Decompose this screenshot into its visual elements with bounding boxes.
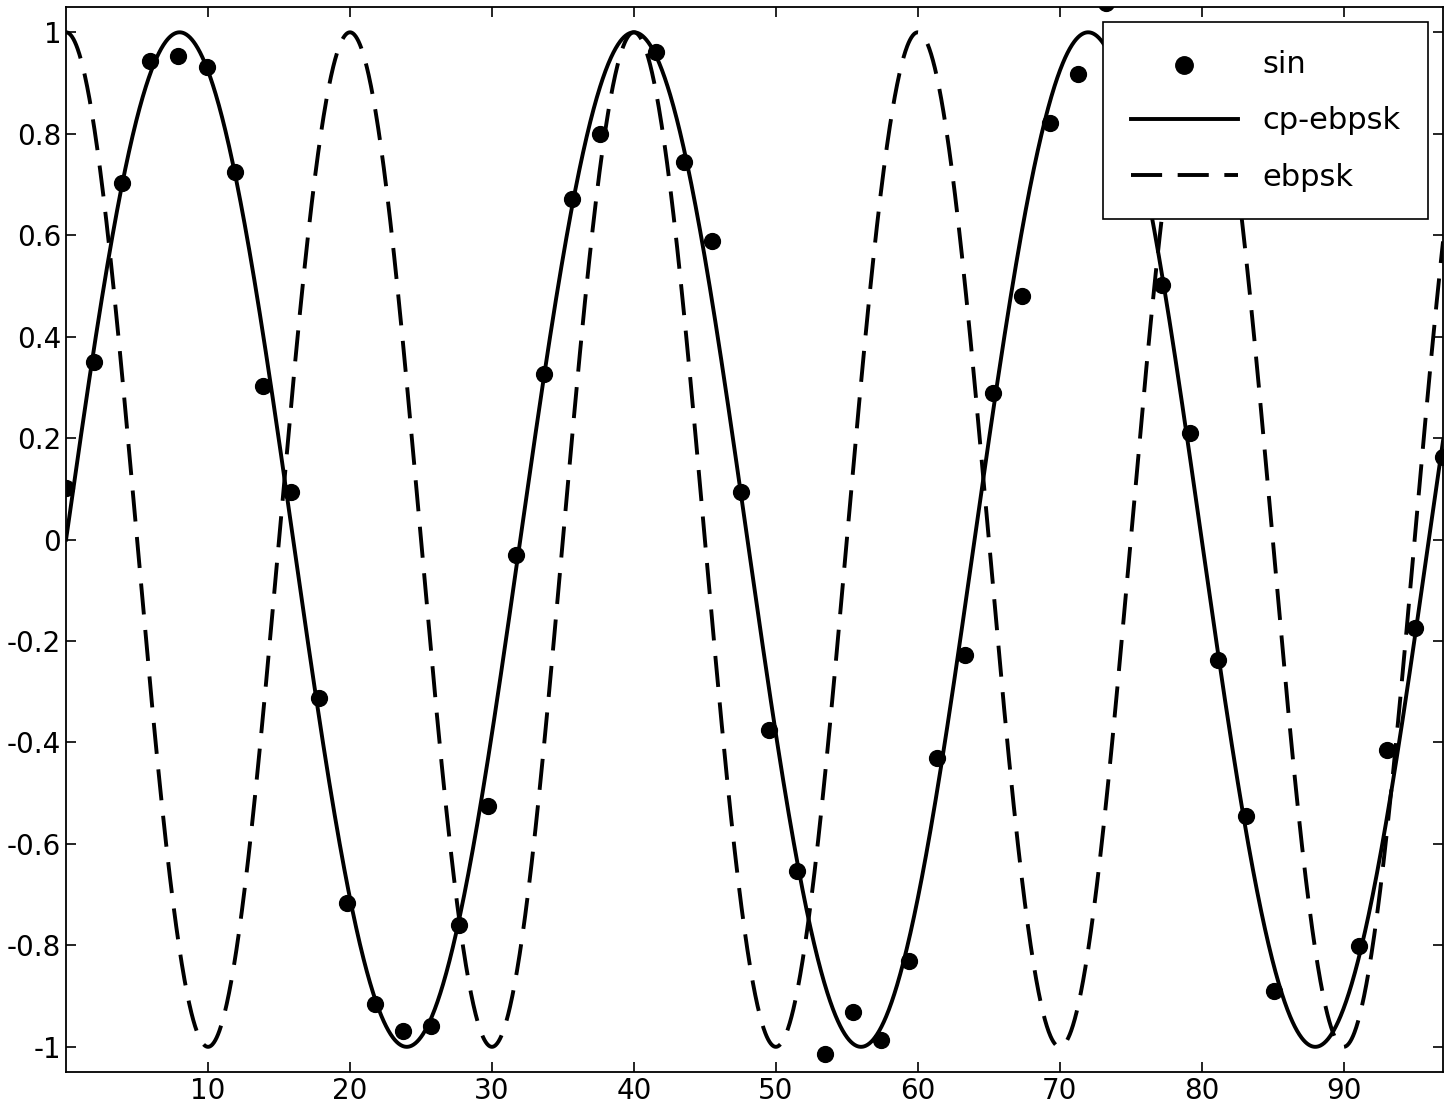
ebpsk — [1408, 513, 1425, 526]
sin — [1404, 619, 1427, 637]
cp-ebpsk — [399, 1040, 416, 1053]
sin — [757, 721, 780, 738]
ebpsk — [586, 210, 603, 224]
sin — [560, 190, 583, 208]
sin — [729, 484, 753, 502]
sin — [223, 163, 246, 181]
sin — [364, 995, 387, 1013]
sin — [1290, 1082, 1314, 1100]
sin — [505, 546, 528, 564]
cp-ebpsk — [586, 99, 603, 112]
Legend: sin, cp-ebpsk, ebpsk: sin, cp-ebpsk, ebpsk — [1103, 22, 1428, 219]
ebpsk — [1260, 481, 1277, 495]
sin — [280, 484, 303, 502]
cp-ebpsk — [58, 533, 75, 546]
sin — [982, 384, 1005, 401]
sin — [784, 863, 808, 881]
sin — [645, 42, 668, 60]
cp-ebpsk — [1434, 434, 1450, 447]
ebpsk — [58, 26, 75, 39]
sin — [1263, 982, 1286, 1000]
sin — [83, 353, 106, 370]
sin — [1235, 807, 1259, 825]
sin — [700, 232, 724, 250]
ebpsk — [215, 1012, 232, 1025]
sin — [1095, 0, 1118, 12]
sin — [589, 125, 612, 142]
sin — [532, 365, 555, 383]
sin — [55, 479, 78, 497]
cp-ebpsk — [1260, 937, 1277, 951]
ebpsk — [767, 1040, 784, 1053]
sin — [1320, 1081, 1343, 1099]
sin — [1375, 741, 1398, 758]
sin — [392, 1022, 415, 1040]
sin — [1122, 68, 1146, 86]
cp-ebpsk — [215, 115, 232, 128]
sin — [1150, 276, 1173, 294]
sin — [1431, 448, 1450, 466]
cp-ebpsk — [1408, 616, 1425, 629]
sin — [898, 952, 921, 970]
cp-ebpsk — [645, 46, 663, 59]
Line: ebpsk: ebpsk — [67, 32, 1443, 1046]
ebpsk — [645, 73, 663, 87]
ebpsk — [1434, 235, 1450, 248]
cp-ebpsk — [296, 614, 313, 627]
sin — [813, 1045, 837, 1063]
sin — [1206, 651, 1230, 668]
sin — [420, 1016, 444, 1034]
sin — [251, 377, 274, 395]
cp-ebpsk — [1079, 26, 1096, 39]
sin — [1179, 424, 1202, 441]
sin — [925, 748, 948, 766]
Line: cp-ebpsk: cp-ebpsk — [67, 32, 1443, 1046]
sin — [448, 916, 471, 934]
sin — [307, 689, 331, 707]
sin — [1066, 66, 1089, 83]
sin — [954, 646, 977, 664]
ebpsk — [296, 259, 313, 272]
sin — [673, 153, 696, 171]
sin — [167, 48, 190, 66]
sin — [110, 173, 133, 191]
sin — [139, 52, 162, 70]
sin — [1009, 287, 1032, 305]
sin — [1038, 113, 1061, 131]
sin — [476, 797, 499, 815]
sin — [870, 1031, 893, 1049]
sin — [1347, 937, 1370, 955]
sin — [841, 1003, 864, 1021]
sin — [335, 894, 358, 912]
sin — [194, 58, 218, 76]
